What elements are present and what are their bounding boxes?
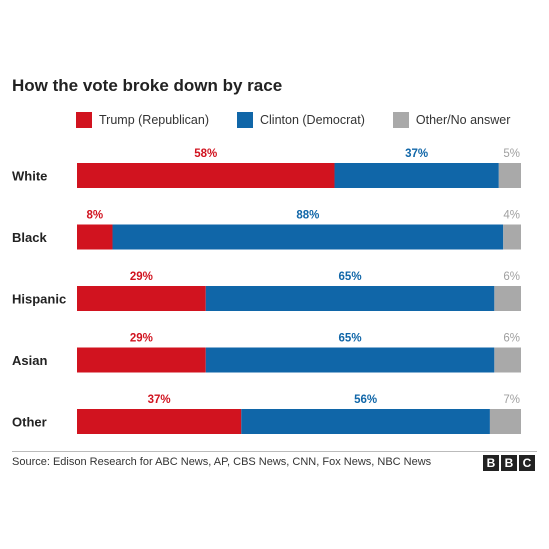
data-label-clinton-hispanic: 65%	[339, 271, 362, 283]
bbc-logo-letter: B	[501, 455, 517, 471]
legend: Trump (Republican) Clinton (Democrat) Ot…	[76, 111, 510, 129]
data-label-other-asian: 6%	[503, 333, 520, 345]
data-label-trump-other: 37%	[148, 394, 171, 406]
source-note: Source: Edison Research for ABC News, AP…	[12, 456, 432, 468]
legend-item-trump: Trump (Republican)	[76, 112, 209, 128]
bar-trump-black	[77, 224, 113, 250]
bar-clinton-white	[334, 163, 499, 188]
legend-label-other: Other/No answer	[415, 113, 511, 127]
bar-other-asian	[494, 347, 521, 373]
data-label-clinton-white: 37%	[405, 148, 428, 160]
bbc-logo: B B C	[481, 455, 535, 471]
legend-swatch-other	[392, 112, 409, 128]
bar-trump-hispanic	[77, 286, 206, 311]
data-label-other-white: 5%	[503, 148, 520, 160]
category-label-asian: Asian	[12, 353, 47, 368]
data-label-clinton-black: 88%	[296, 210, 319, 222]
bar-clinton-asian	[205, 347, 495, 373]
legend-swatch-trump	[76, 112, 92, 128]
bar-clinton-black	[112, 224, 504, 250]
chart-title: How the vote broke down by race	[12, 76, 283, 95]
category-label-other: Other	[12, 415, 47, 430]
legend-item-clinton: Clinton (Democrat)	[237, 112, 365, 128]
data-label-trump-white: 58%	[194, 148, 217, 160]
category-label-black: Black	[12, 230, 47, 245]
category-label-hispanic: Hispanic	[12, 292, 66, 307]
data-label-trump-black: 8%	[86, 210, 103, 222]
data-label-clinton-other: 56%	[354, 394, 377, 406]
data-label-clinton-asian: 65%	[339, 333, 362, 345]
legend-label-trump: Trump (Republican)	[99, 113, 209, 127]
footer-divider	[12, 451, 537, 452]
legend-label-clinton: Clinton (Democrat)	[260, 113, 365, 127]
bar-trump-other	[77, 409, 242, 434]
legend-item-other: Other/No answer	[392, 112, 511, 128]
bar-trump-white	[77, 163, 335, 188]
bar-other-white	[498, 163, 521, 188]
category-label-white: White	[12, 169, 47, 184]
data-label-other-black: 4%	[503, 210, 520, 222]
bar-other-other	[489, 409, 521, 434]
bbc-logo-letter: B	[483, 455, 499, 471]
data-label-other-hispanic: 6%	[503, 271, 520, 283]
bar-other-hispanic	[494, 286, 521, 311]
bar-other-black	[503, 224, 521, 250]
bar-clinton-hispanic	[205, 286, 495, 311]
data-label-other-other: 7%	[503, 394, 520, 406]
bar-trump-asian	[77, 347, 206, 373]
data-label-trump-hispanic: 29%	[130, 271, 153, 283]
legend-swatch-clinton	[237, 112, 253, 128]
bbc-logo-letter: C	[519, 455, 535, 471]
data-label-trump-asian: 29%	[130, 333, 153, 345]
bar-clinton-other	[241, 409, 490, 434]
